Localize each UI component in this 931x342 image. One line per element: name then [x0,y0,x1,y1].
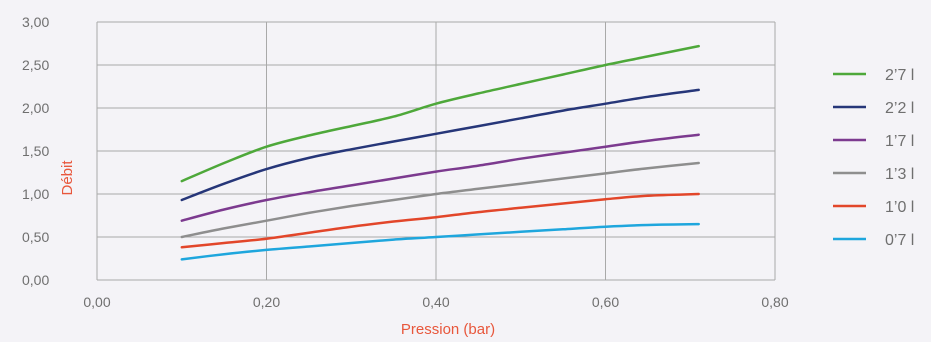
x-tick-label: 0,40 [422,294,449,310]
y-tick-label: 2,00 [22,100,49,116]
legend-label: 1’7 l [885,133,914,150]
series-line-5 [180,222,700,261]
series-line-2 [180,133,700,222]
legend-label: 1’3 l [885,166,914,183]
grid [96,21,776,281]
x-tick-label: 0,00 [83,294,110,310]
legend-label: 1’0 l [885,199,914,216]
series-line-1 [180,88,700,202]
y-tick-label: 0,00 [22,272,49,288]
series-line-0 [180,44,700,183]
y-tick-label: 3,00 [22,14,49,30]
y-tick-label: 0,50 [22,229,49,245]
series-line-3 [180,161,700,239]
y-tick-label: 1,50 [22,143,49,159]
legend-label: 2’7 l [885,67,914,84]
x-tick-label: 0,80 [761,294,788,310]
legend-label: 2’2 l [885,100,914,117]
x-axis-ticks: 0,00 0,20 0,40 0,60 0,80 [83,294,788,310]
x-tick-label: 0,20 [253,294,280,310]
legend: 2’7 l 2’2 l 1’7 l 1’3 l 1’0 l 0’7 l [833,67,914,249]
series-lines [180,44,700,261]
y-axis-ticks: 0,00 0,50 1,00 1,50 2,00 2,50 3,00 [22,14,49,288]
y-tick-label: 2,50 [22,57,49,73]
legend-label: 0’7 l [885,232,914,249]
x-tick-label: 0,60 [592,294,619,310]
x-axis-title: Pression (bar) [401,321,495,338]
series-line-4 [180,192,700,249]
y-tick-label: 1,00 [22,186,49,202]
y-axis-title: Débit [59,160,76,196]
